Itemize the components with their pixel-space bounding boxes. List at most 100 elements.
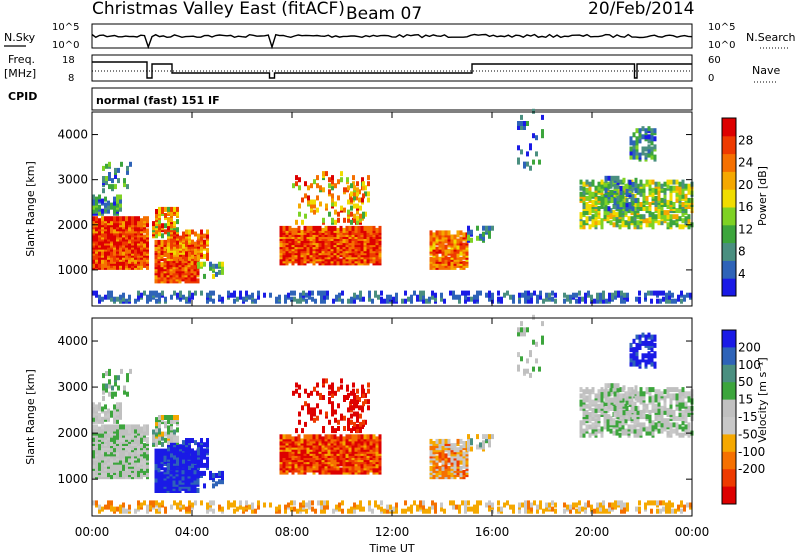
power-cell xyxy=(358,197,361,203)
velocity-cell xyxy=(307,403,310,409)
power-cell xyxy=(158,231,161,237)
power-y-tick-label: 1000 xyxy=(57,263,88,277)
power-cell xyxy=(378,252,382,258)
velocity-cell xyxy=(529,350,532,356)
power-cell xyxy=(352,181,355,187)
power-cell xyxy=(218,269,221,275)
velocity-cell xyxy=(98,426,101,432)
power-cell xyxy=(453,238,457,244)
velocity-cell xyxy=(200,438,203,443)
power-cell xyxy=(438,242,442,248)
power-cell xyxy=(641,150,645,156)
power-cell xyxy=(173,221,176,227)
power-cell xyxy=(358,189,361,195)
power-cell xyxy=(131,216,134,222)
power-cell xyxy=(279,225,283,231)
velocity-cell xyxy=(309,457,313,463)
velocity-cell xyxy=(361,405,364,411)
power-cell xyxy=(319,185,322,191)
power-cell xyxy=(363,246,367,252)
velocity-cell xyxy=(315,434,319,440)
power-cell xyxy=(687,197,691,203)
velocity-cell xyxy=(488,434,491,440)
noise-tick-low-left: 10^0 xyxy=(52,40,79,51)
velocity-cell xyxy=(200,470,203,476)
power-cell xyxy=(203,273,206,279)
power-cell xyxy=(488,290,491,296)
velocity-cell xyxy=(352,388,355,394)
velocity-cell xyxy=(285,459,289,465)
power-cell xyxy=(404,290,407,296)
velocity-cell xyxy=(114,375,117,381)
power-cell xyxy=(627,216,631,222)
power-cell xyxy=(631,206,635,212)
power-cell xyxy=(579,179,583,185)
velocity-cell xyxy=(441,445,445,451)
power-cell xyxy=(541,114,544,120)
power-cell xyxy=(116,194,119,200)
velocity-cell xyxy=(158,439,161,445)
power-cell xyxy=(539,294,542,300)
power-cell xyxy=(200,290,203,296)
velocity-cell xyxy=(600,432,604,438)
power-cell xyxy=(635,128,639,134)
power-cell xyxy=(548,292,551,298)
velocity-cell xyxy=(282,463,286,469)
velocity-cell xyxy=(92,402,95,408)
velocity-cell xyxy=(609,428,613,434)
velocity-cell xyxy=(190,485,194,491)
power-cell xyxy=(179,290,182,296)
power-cell xyxy=(681,179,685,185)
power-cell xyxy=(312,225,316,231)
power-cell xyxy=(678,204,682,209)
power-cell xyxy=(572,292,575,298)
power-cell xyxy=(107,294,110,300)
power-cell xyxy=(333,225,337,231)
power-cell xyxy=(290,290,293,296)
power-cell xyxy=(176,227,179,233)
power-cell xyxy=(482,225,485,231)
power-cell xyxy=(628,183,632,189)
power-cell xyxy=(654,214,658,220)
power-cell xyxy=(622,177,626,183)
plot-title: Christmas Valley East (fitACF) xyxy=(92,0,345,19)
power-cell xyxy=(331,193,334,199)
power-cell xyxy=(600,179,604,185)
velocity-cell xyxy=(579,420,583,426)
velocity-cell xyxy=(194,465,197,470)
velocity-cell xyxy=(298,384,301,390)
power-cell xyxy=(479,233,482,239)
power-cell xyxy=(438,248,442,254)
velocity-cell xyxy=(438,451,442,457)
power-cell xyxy=(315,225,319,231)
power-cell xyxy=(327,236,331,241)
velocity-cell xyxy=(119,463,122,469)
velocity-cell xyxy=(444,438,448,444)
power-cell xyxy=(517,125,520,130)
power-cell xyxy=(143,234,146,240)
power-cell xyxy=(291,227,295,233)
power-cell xyxy=(331,201,334,207)
power-cell xyxy=(579,191,583,197)
velocity-cell xyxy=(346,384,349,390)
power-cell xyxy=(176,292,179,298)
power-cell xyxy=(629,146,633,152)
power-cell xyxy=(532,159,535,165)
power-cell xyxy=(128,294,131,300)
velocity-cell xyxy=(325,378,328,384)
power-cell xyxy=(357,225,361,231)
velocity-cell xyxy=(157,473,161,479)
power-cell xyxy=(143,216,146,222)
power-cell xyxy=(188,251,191,257)
power-cell xyxy=(447,240,451,246)
power-cell xyxy=(632,132,636,138)
power-cell xyxy=(354,225,358,231)
power-cell xyxy=(191,249,194,255)
power-cell xyxy=(641,126,645,132)
velocity-cell xyxy=(470,446,473,452)
velocity-cell xyxy=(447,470,451,475)
velocity-cell xyxy=(119,414,122,420)
velocity-cell xyxy=(600,426,604,432)
power-cell xyxy=(530,292,533,298)
velocity-cell xyxy=(111,391,114,397)
